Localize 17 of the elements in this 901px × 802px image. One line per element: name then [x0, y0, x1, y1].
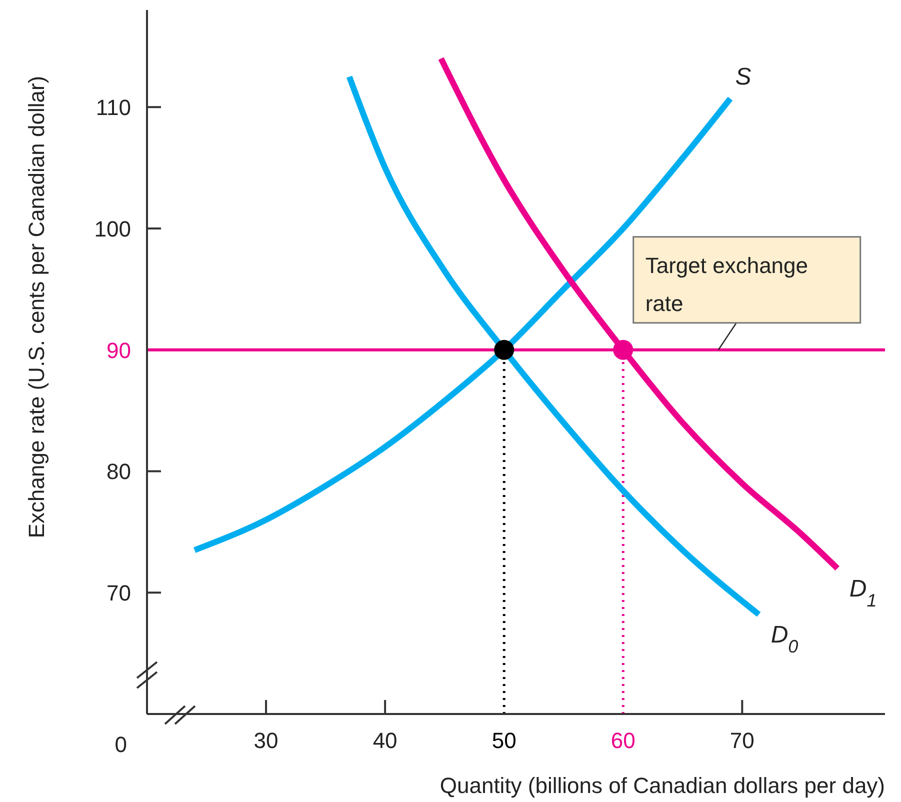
series-label: D$_{0}$	[770, 621, 798, 656]
y-tick-label: 90	[106, 338, 131, 363]
x-tick-label: 70	[730, 728, 754, 753]
y-axis-title: Exchange rate (U.S. cents per Canadian dollar)	[24, 76, 49, 538]
y-tick-label: 100	[94, 216, 131, 242]
y-tick-label: 80	[106, 459, 131, 484]
x-axis-title: Quantity (billions of Canadian dollars per day)	[440, 773, 885, 798]
x-tick-label: 50	[492, 728, 516, 753]
y-tick-label: 110	[96, 95, 131, 120]
series-label: S	[735, 64, 752, 91]
annotation: Target exchange rate	[645, 252, 808, 316]
x-tick-label: 30	[254, 728, 278, 753]
x-tick-label: 40	[372, 728, 398, 753]
y-tick-label: 70	[106, 580, 131, 606]
text: 0	[114, 732, 127, 757]
series-label: D$_{1}$	[849, 575, 877, 610]
x-tick-label: 60	[610, 728, 636, 753]
